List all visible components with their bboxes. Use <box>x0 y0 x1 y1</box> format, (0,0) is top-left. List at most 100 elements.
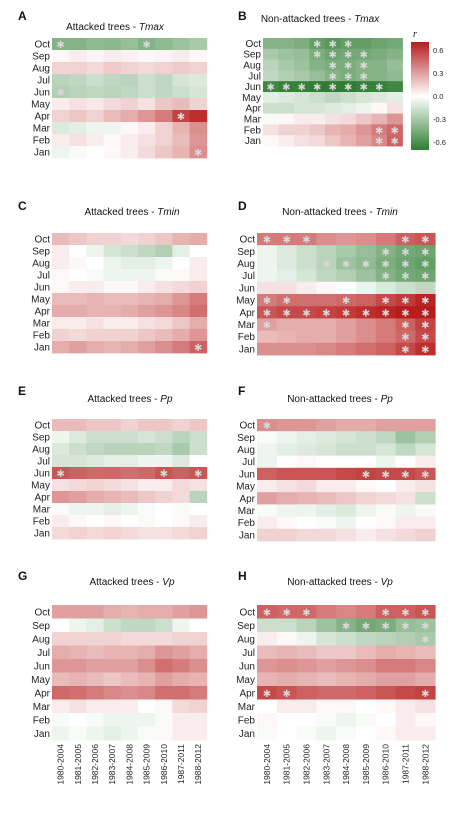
heatmap-cell <box>316 504 337 517</box>
month-label: May <box>31 100 50 111</box>
heatmap-cell <box>375 245 396 258</box>
heatmap-cell <box>371 92 388 104</box>
heatmap-cell <box>395 419 416 432</box>
significance-star: ✱ <box>375 137 383 148</box>
heatmap-cell <box>103 110 122 123</box>
heatmap-cell <box>336 480 357 493</box>
legend-title: r <box>413 29 417 40</box>
month-label: Apr <box>34 307 50 318</box>
heatmap-cell <box>138 527 156 540</box>
heatmap-cell <box>52 479 70 492</box>
heatmap-cell <box>325 70 341 82</box>
heatmap-cell <box>276 528 297 542</box>
heatmap-cell <box>296 645 317 660</box>
month-label: Jun <box>239 661 255 672</box>
heatmap-cell <box>263 48 279 60</box>
heatmap-cell <box>155 98 173 111</box>
month-label: May <box>31 481 50 492</box>
significance-star: ✱ <box>362 260 370 271</box>
heatmap-cell <box>155 269 173 282</box>
heatmap-cell <box>120 122 139 135</box>
heatmap-cell <box>340 113 357 125</box>
heatmap-cell <box>172 341 190 354</box>
heatmap-cell <box>316 645 337 660</box>
significance-star: ✱ <box>421 345 429 356</box>
heatmap-cell <box>336 431 357 444</box>
heatmap-cell <box>120 527 139 540</box>
heatmap-cell <box>103 341 122 354</box>
heatmap-cell <box>138 329 156 342</box>
heatmap-cell <box>52 317 70 330</box>
heatmap-cell <box>103 527 122 540</box>
heatmap-cell <box>316 233 337 246</box>
period-label: 1981-2005 <box>73 744 83 785</box>
heatmap-cell <box>325 124 341 136</box>
heatmap-cell <box>263 59 279 71</box>
heatmap-cell <box>375 492 396 505</box>
heatmap-cell <box>120 110 139 123</box>
heatmap-cell <box>120 86 139 99</box>
heatmap-cell <box>263 38 279 50</box>
heatmap-cell <box>294 92 310 104</box>
heatmap-cell <box>52 618 70 633</box>
heatmap-cell <box>356 467 377 481</box>
heatmap-cell <box>172 515 190 528</box>
heatmap-cell <box>336 455 357 469</box>
heatmap-cell <box>336 467 357 481</box>
heatmap-cell <box>155 659 173 673</box>
significance-star: ✱ <box>313 83 321 94</box>
month-label: Oct <box>245 39 261 50</box>
heatmap-cell <box>375 281 396 295</box>
heatmap-cell <box>69 527 87 540</box>
heatmap-cell <box>172 686 190 700</box>
heatmap-cell <box>340 59 357 71</box>
heatmap-cell <box>336 516 357 530</box>
heatmap-cell <box>69 659 87 673</box>
heatmap-cell <box>294 59 310 71</box>
heatmap-cell <box>296 455 317 469</box>
heatmap-cell <box>294 81 310 93</box>
heatmap-cell <box>278 48 295 60</box>
heatmap-cell <box>316 294 337 307</box>
month-label: Feb <box>33 715 51 726</box>
heatmap-cell <box>189 317 208 330</box>
heatmap-cell <box>263 113 279 125</box>
heatmap-cell <box>257 516 278 530</box>
heatmap-cell <box>155 726 173 741</box>
heatmap-cell <box>356 605 377 619</box>
heatmap-cell <box>69 62 87 75</box>
heatmap-cell <box>172 98 190 111</box>
heatmap-cell <box>189 686 208 700</box>
heatmap-cell <box>86 686 104 700</box>
period-label: 1980-2004 <box>262 744 272 785</box>
heatmap-cell <box>316 431 337 444</box>
heatmap-cell <box>189 341 208 354</box>
heatmap-cell <box>371 124 388 136</box>
heatmap-cell <box>278 59 295 71</box>
heatmap-cell <box>294 48 310 60</box>
heatmap-cell <box>415 431 436 444</box>
period-label: 1983-2007 <box>107 744 117 785</box>
heatmap-cell <box>155 618 173 633</box>
heatmap-cell <box>336 528 357 542</box>
heatmap-cell <box>296 686 317 700</box>
heatmap-cell <box>415 632 436 646</box>
heatmap-cell <box>172 86 190 99</box>
heatmap-cell <box>276 318 297 331</box>
heatmap-cell <box>375 713 396 727</box>
significance-star: ✱ <box>360 50 368 61</box>
significance-star: ✱ <box>421 621 429 632</box>
heatmap-cell <box>375 605 396 619</box>
heatmap-cell <box>103 672 122 687</box>
heatmap-cell <box>69 686 87 700</box>
significance-star: ✱ <box>360 83 368 94</box>
heatmap-cell <box>155 503 173 516</box>
heatmap-cell <box>375 645 396 660</box>
heatmap-cell <box>172 672 190 687</box>
heatmap-cell <box>172 257 190 270</box>
month-label: Jan <box>239 729 255 740</box>
heatmap-cell <box>276 342 297 356</box>
heatmap-cell <box>395 516 416 530</box>
heatmap-cell <box>189 293 208 306</box>
